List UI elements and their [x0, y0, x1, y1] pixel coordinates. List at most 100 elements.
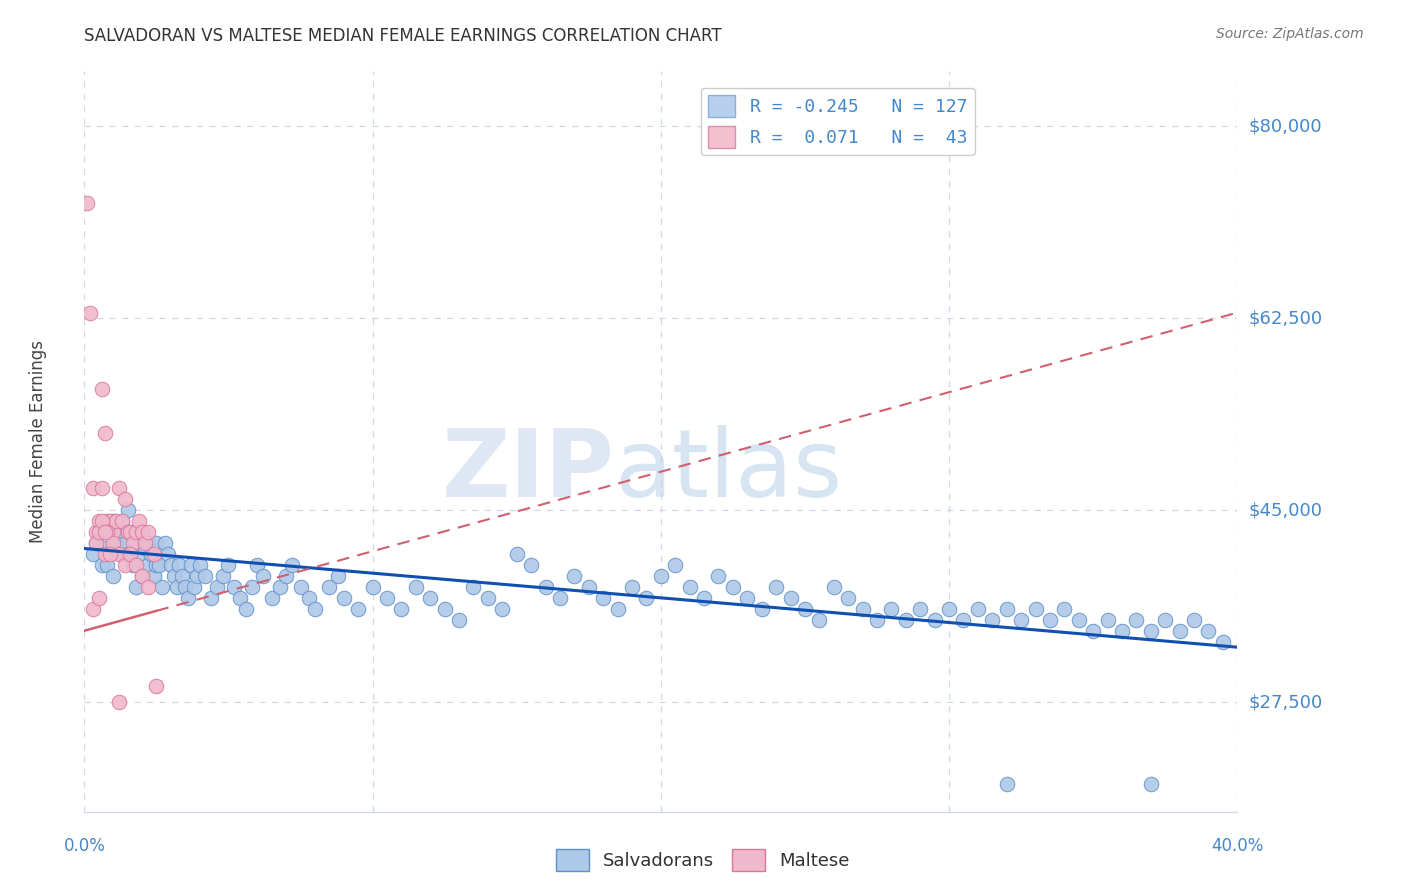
Point	[910, 602, 932, 616]
Point	[491, 602, 513, 616]
Point	[967, 602, 990, 616]
Point	[1140, 777, 1163, 791]
Point	[650, 569, 672, 583]
Point	[96, 514, 118, 528]
Point	[852, 602, 875, 616]
Point	[139, 547, 162, 561]
Point	[108, 547, 131, 561]
Point	[131, 569, 153, 583]
Point	[693, 591, 716, 605]
Point	[145, 536, 167, 550]
Point	[183, 580, 205, 594]
Point	[148, 558, 170, 572]
Point	[114, 558, 136, 572]
Legend: R = -0.245   N = 127, R =  0.071   N =  43: R = -0.245 N = 127, R = 0.071 N = 43	[702, 87, 974, 155]
Point	[298, 591, 321, 605]
Point	[145, 679, 167, 693]
Text: $62,500: $62,500	[1249, 310, 1323, 327]
Point	[188, 558, 211, 572]
Point	[186, 569, 208, 583]
Point	[664, 558, 686, 572]
Point	[90, 481, 112, 495]
Point	[128, 514, 150, 528]
Point	[131, 569, 153, 583]
Point	[276, 569, 298, 583]
Point	[721, 580, 744, 594]
Point	[419, 591, 441, 605]
Point	[707, 569, 730, 583]
Text: SALVADORAN VS MALTESE MEDIAN FEMALE EARNINGS CORRELATION CHART: SALVADORAN VS MALTESE MEDIAN FEMALE EARN…	[84, 27, 723, 45]
Point	[636, 591, 658, 605]
Point	[361, 580, 384, 594]
Point	[224, 580, 246, 594]
Point	[105, 536, 128, 550]
Point	[1168, 624, 1191, 638]
Point	[82, 547, 104, 561]
Point	[82, 481, 104, 495]
Point	[142, 569, 165, 583]
Point	[564, 569, 586, 583]
Point	[205, 580, 228, 594]
Point	[1111, 624, 1133, 638]
Point	[823, 580, 845, 594]
Point	[218, 558, 240, 572]
Point	[477, 591, 499, 605]
Point	[150, 580, 173, 594]
Point	[120, 547, 142, 561]
Point	[103, 514, 124, 528]
Point	[737, 591, 759, 605]
Point	[194, 569, 217, 583]
Point	[433, 602, 456, 616]
Point	[98, 514, 121, 528]
Point	[1083, 624, 1105, 638]
Point	[794, 602, 817, 616]
Point	[924, 613, 946, 627]
Point	[87, 524, 110, 539]
Point	[1097, 613, 1119, 627]
Point	[82, 602, 104, 616]
Point	[240, 580, 263, 594]
Point	[98, 524, 121, 539]
Point	[117, 503, 139, 517]
Point	[290, 580, 312, 594]
Point	[269, 580, 291, 594]
Point	[347, 602, 370, 616]
Point	[128, 547, 150, 561]
Point	[103, 536, 124, 550]
Point	[304, 602, 326, 616]
Point	[117, 547, 139, 561]
Point	[180, 558, 202, 572]
Point	[136, 580, 159, 594]
Text: $27,500: $27,500	[1249, 693, 1323, 711]
Point	[142, 547, 165, 561]
Point	[96, 524, 118, 539]
Point	[1067, 613, 1090, 627]
Point	[84, 524, 107, 539]
Point	[1125, 613, 1147, 627]
Point	[1039, 613, 1062, 627]
Point	[131, 524, 153, 539]
Point	[808, 613, 831, 627]
Point	[679, 580, 702, 594]
Text: ZIP: ZIP	[441, 425, 614, 517]
Point	[122, 536, 145, 550]
Point	[211, 569, 233, 583]
Point	[779, 591, 801, 605]
Point	[125, 580, 148, 594]
Point	[90, 383, 112, 397]
Point	[114, 536, 136, 550]
Point	[153, 536, 176, 550]
Point	[166, 580, 188, 594]
Point	[1025, 602, 1047, 616]
Point	[449, 613, 471, 627]
Point	[391, 602, 413, 616]
Point	[111, 514, 134, 528]
Text: $45,000: $45,000	[1249, 501, 1323, 519]
Point	[866, 613, 889, 627]
Point	[93, 547, 115, 561]
Point	[111, 547, 134, 561]
Text: 40.0%: 40.0%	[1211, 837, 1264, 855]
Point	[156, 547, 179, 561]
Point	[125, 558, 148, 572]
Point	[1053, 602, 1076, 616]
